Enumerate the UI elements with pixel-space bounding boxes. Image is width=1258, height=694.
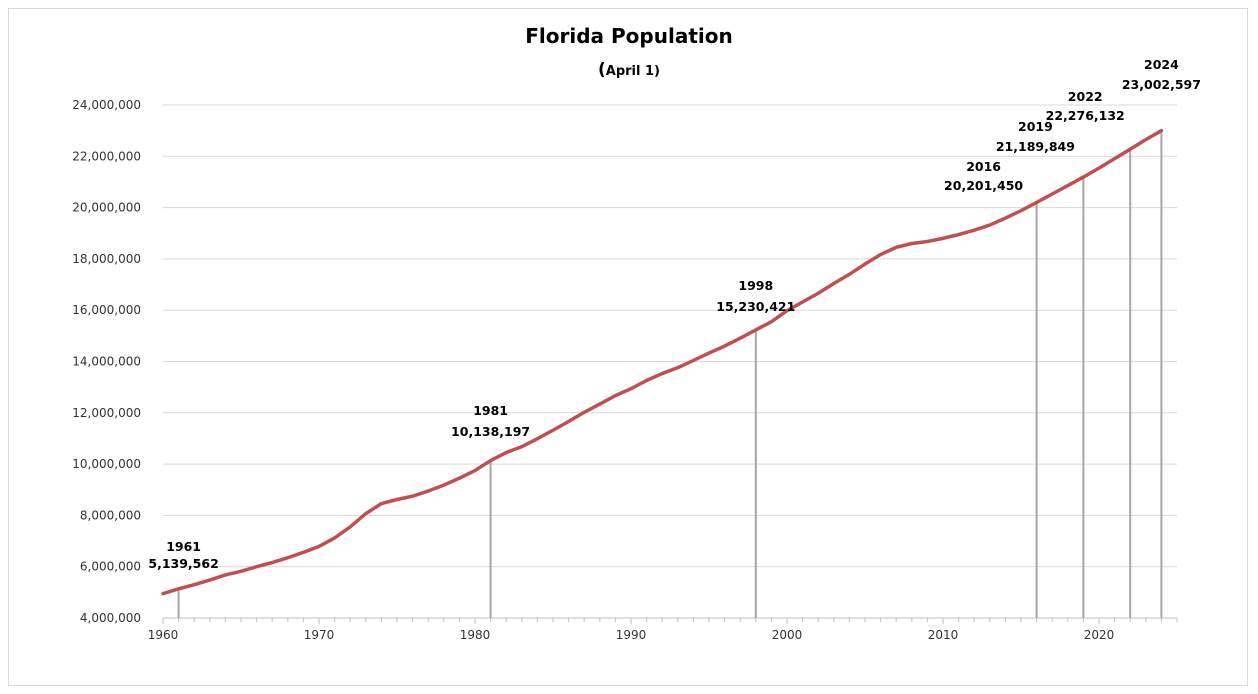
y-tick-label: 6,000,000 — [80, 560, 141, 574]
annotation-year-2016: 2016 — [966, 159, 1001, 174]
y-tick-label: 10,000,000 — [72, 457, 141, 471]
x-tick-label: 2000 — [772, 628, 803, 642]
y-tick-label: 20,000,000 — [72, 201, 141, 215]
y-tick-label: 16,000,000 — [72, 303, 141, 317]
annotation-year-2019: 2019 — [1018, 119, 1053, 134]
chart-title: Florida Population — [525, 24, 733, 48]
annotation-year-2022: 2022 — [1068, 89, 1103, 104]
subtitle-text: April 1) — [605, 64, 660, 79]
x-tick-label: 1990 — [616, 628, 647, 642]
subtitle-paren: ( — [598, 60, 606, 80]
annotation-value-2016: 20,201,450 — [944, 178, 1023, 193]
annotation-value-2024: 23,002,597 — [1122, 77, 1201, 92]
chart-subtitle: (April 1) — [0, 60, 1258, 80]
annotation-year-1998: 1998 — [738, 278, 773, 293]
y-tick-label: 4,000,000 — [80, 611, 141, 625]
chart-frame — [8, 8, 1248, 686]
y-tick-label: 12,000,000 — [72, 406, 141, 420]
x-tick-label: 1970 — [304, 628, 335, 642]
annotation-year-2024: 2024 — [1144, 57, 1179, 72]
y-tick-label: 18,000,000 — [72, 252, 141, 266]
x-axis: 1960 1970 1980 1990 2000 2010 2020 — [148, 617, 1178, 642]
drop-lines — [177, 130, 1163, 618]
x-tick-label: 2020 — [1084, 628, 1115, 642]
population-line — [161, 128, 1164, 596]
gridlines — [163, 104, 1177, 568]
annotation-year-1981: 1981 — [473, 403, 508, 418]
x-tick-label: 2010 — [928, 628, 959, 642]
annotation-value-1981: 10,138,197 — [451, 424, 530, 439]
x-tick-label: 1980 — [460, 628, 491, 642]
x-tick-label: 1960 — [148, 628, 179, 642]
annotations: 1961 5,139,562 1981 10,138,197 1998 15,230,42… — [148, 57, 1201, 571]
y-tick-label: 8,000,000 — [80, 508, 141, 522]
y-axis: 4,000,000 6,000,000 8,000,000 10,000,000 12,… — [72, 98, 141, 625]
annotation-year-1961: 1961 — [166, 539, 201, 554]
annotation-value-2022: 22,276,132 — [1046, 108, 1125, 123]
series-group — [161, 128, 1164, 596]
annotation-value-1961: 5,139,562 — [148, 556, 218, 571]
y-tick-label: 24,000,000 — [72, 98, 141, 112]
annotation-value-1998: 15,230,421 — [716, 299, 795, 314]
y-tick-label: 22,000,000 — [72, 149, 141, 163]
annotation-value-2019: 21,189,849 — [996, 139, 1075, 154]
y-tick-label: 14,000,000 — [72, 355, 141, 369]
